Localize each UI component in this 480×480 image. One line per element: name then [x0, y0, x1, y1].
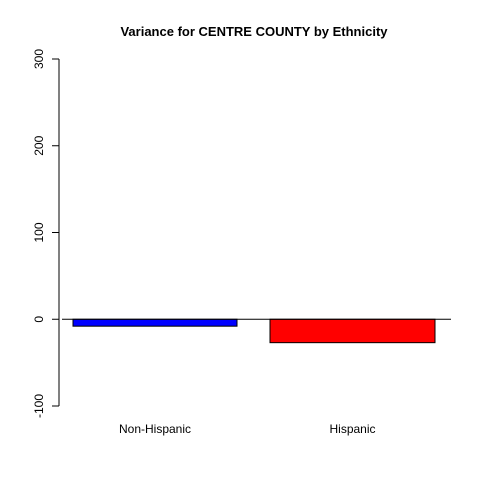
y-tick-label: 100 [32, 222, 46, 242]
bars [73, 319, 435, 342]
y-tick-label: 0 [32, 316, 46, 323]
y-tick-label: 300 [32, 49, 46, 69]
x-category-label: Non-Hispanic [119, 422, 191, 436]
x-category-label: Hispanic [329, 422, 375, 436]
y-tick-label: 200 [32, 135, 46, 155]
chart-title: Variance for CENTRE COUNTY by Ethnicity [120, 24, 388, 39]
x-axis-labels: Non-Hispanic Hispanic [119, 422, 376, 436]
bar-non-hispanic [73, 319, 237, 326]
y-axis: -100 0 100 200 300 [32, 49, 59, 418]
bar-hispanic [270, 319, 435, 342]
y-tick-label: -100 [32, 394, 46, 418]
